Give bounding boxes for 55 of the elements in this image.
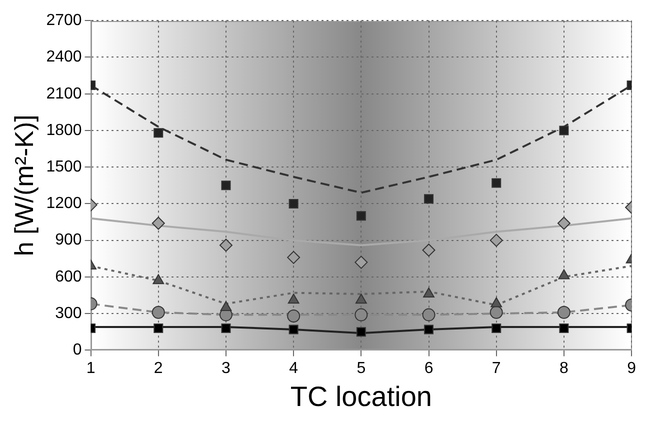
- point: [424, 194, 434, 204]
- y-tick-label: 300: [55, 304, 82, 322]
- y-tick-label: 1500: [46, 158, 82, 176]
- point: [287, 310, 300, 323]
- y-axis-title: h [W/(m²-K)]: [8, 114, 39, 256]
- x-tick-label: 2: [154, 360, 163, 378]
- point: [490, 306, 503, 319]
- point: [356, 211, 366, 221]
- x-tick-label: 9: [627, 360, 636, 378]
- point: [152, 274, 164, 284]
- point: [288, 324, 298, 334]
- point: [558, 269, 570, 280]
- y-tick-label: 2100: [46, 85, 82, 102]
- point: [221, 323, 231, 333]
- point: [152, 216, 165, 230]
- y-tick-label: 0: [72, 342, 82, 359]
- point: [221, 180, 231, 190]
- y-tick-label: 1800: [46, 122, 82, 139]
- point: [154, 128, 164, 138]
- point: [356, 327, 366, 337]
- y-tick-label: 1200: [46, 195, 82, 212]
- y-tick-label: 2700: [46, 12, 82, 30]
- x-tick-label: 1: [86, 360, 96, 378]
- x-tick-label: 4: [289, 360, 298, 378]
- point: [354, 308, 368, 322]
- point: [288, 198, 298, 208]
- point: [220, 300, 232, 311]
- x-tick-label: 6: [424, 360, 434, 378]
- point: [287, 250, 300, 264]
- point: [354, 256, 368, 269]
- x-tick-label: 7: [492, 360, 501, 378]
- point: [422, 308, 436, 322]
- x-tick-label: 8: [560, 360, 569, 378]
- y-tick-label: 2400: [46, 48, 82, 66]
- point: [154, 323, 164, 333]
- point: [355, 294, 367, 304]
- x-tick-label: 3: [222, 360, 231, 378]
- point: [219, 238, 232, 252]
- point: [288, 294, 300, 304]
- x-tick-label: 5: [356, 360, 366, 378]
- point: [559, 323, 569, 333]
- y-tick-label: 600: [55, 268, 82, 286]
- x-axis-title: TC location: [290, 380, 432, 412]
- y-tick-label: 900: [55, 232, 82, 249]
- point: [557, 306, 570, 319]
- point: [492, 323, 502, 333]
- point: [423, 288, 434, 298]
- point: [490, 234, 503, 247]
- point: [557, 216, 570, 230]
- point: [490, 297, 502, 308]
- point: [559, 126, 569, 136]
- point: [424, 324, 434, 334]
- point: [492, 178, 502, 188]
- point: [152, 306, 165, 319]
- point: [422, 244, 436, 257]
